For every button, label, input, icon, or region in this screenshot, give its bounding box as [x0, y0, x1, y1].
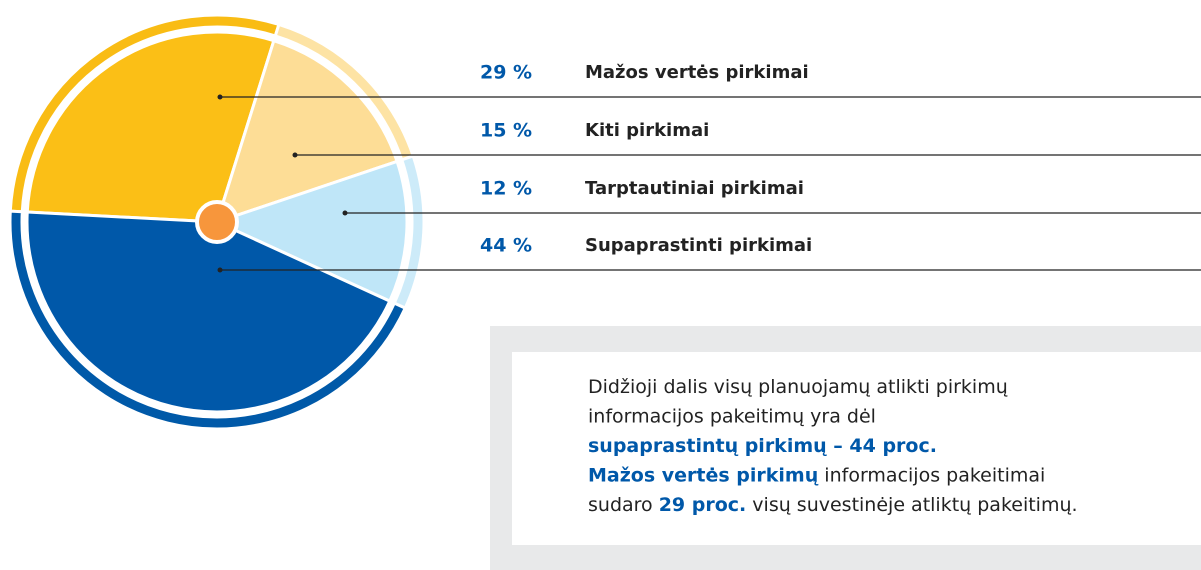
- annotation-run: Didžioji dalis visų planuojamų atlikti p…: [588, 376, 1008, 398]
- legend-label: Tarptautiniai pirkimai: [585, 178, 804, 199]
- pie-slice: [25, 210, 392, 414]
- annotation-run: sudaro: [588, 494, 659, 516]
- pie-slice: [212, 159, 409, 304]
- value-label: 15 %: [480, 120, 532, 142]
- annotation-run: informacijos pakeitimų yra dėl: [588, 405, 876, 427]
- pie-ring: [8, 209, 408, 431]
- annotation-run: informacijos pakeitimai: [818, 464, 1045, 486]
- value-label: 29 %: [480, 62, 532, 84]
- annotation-line: Didžioji dalis visų planuojamų atlikti p…: [588, 376, 1008, 398]
- value-label: 12 %: [480, 178, 532, 200]
- leader-dot: [217, 94, 223, 100]
- legend-label: Kiti pirkimai: [585, 120, 709, 141]
- annotation-line: supaprastintų pirkimų – 44 proc.: [588, 435, 937, 457]
- pie-center: [195, 200, 239, 244]
- leader-dot: [342, 210, 348, 216]
- value-label: 44 %: [480, 235, 532, 257]
- annotation-run: Mažos vertės pirkimų: [588, 464, 819, 486]
- note-box: [512, 352, 1201, 545]
- annotation-run: supaprastintų pirkimų – 44 proc.: [588, 435, 937, 457]
- legend-label: Mažos vertės pirkimai: [585, 62, 809, 83]
- pie-slice: [214, 38, 399, 225]
- annotation-line: Mažos vertės pirkimų informacijos pakeit…: [588, 464, 1045, 486]
- leader-dot: [217, 267, 223, 273]
- annotation-run: visų suvestinėje atliktų pakeitimų.: [746, 494, 1077, 516]
- pie-slice: [25, 30, 276, 224]
- legend-label: Supaprastinti pirkimai: [585, 235, 812, 256]
- annotation-run: 29 proc.: [659, 494, 747, 516]
- annotation-line: sudaro 29 proc. visų suvestinėje atliktų…: [588, 494, 1078, 516]
- annotation-line: informacijos pakeitimų yra dėl: [588, 405, 876, 427]
- leader-dot: [292, 152, 298, 158]
